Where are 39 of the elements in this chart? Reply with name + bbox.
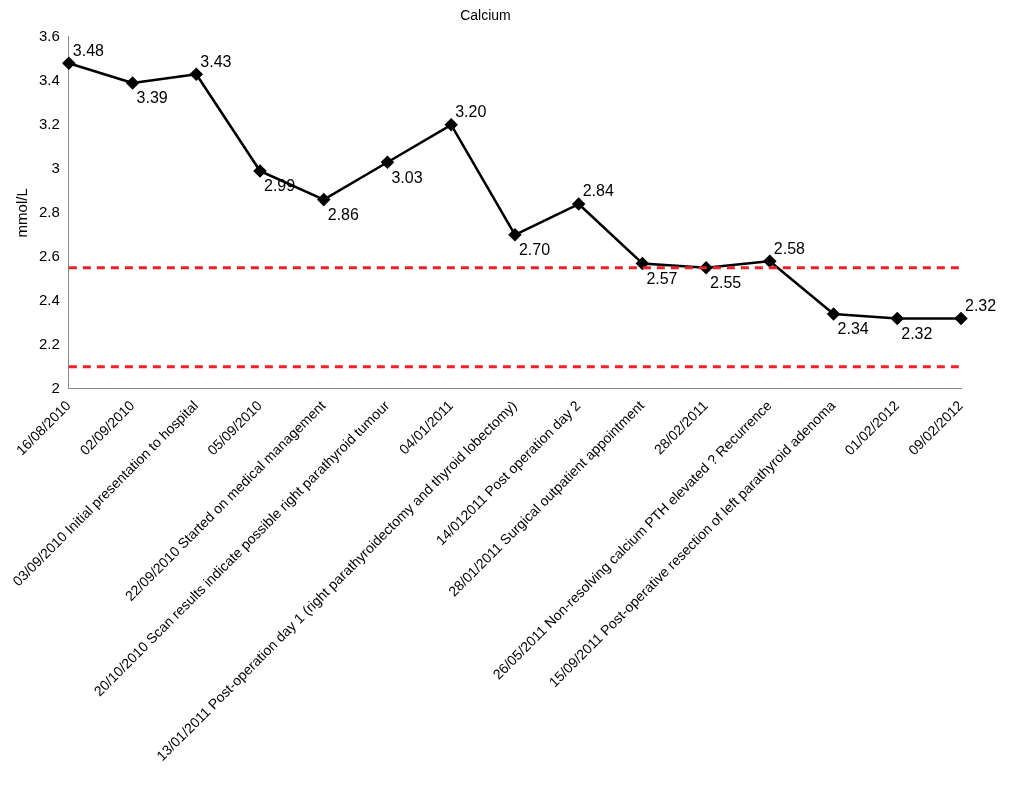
chart-title: Calcium — [460, 7, 511, 24]
data-label: 2.58 — [773, 239, 806, 257]
data-label: 2.34 — [837, 320, 869, 338]
data-label: 2.32 — [965, 296, 997, 314]
y-tick-label: 2.2 — [38, 334, 60, 352]
data-label: 2.55 — [710, 274, 742, 292]
data-label: 2.84 — [582, 182, 614, 200]
point — [126, 76, 139, 90]
y-tick-label: 2 — [51, 378, 60, 396]
point — [62, 56, 76, 70]
point — [572, 197, 585, 211]
point — [253, 164, 267, 178]
point — [381, 155, 394, 169]
data-label: 3.03 — [391, 168, 423, 186]
point — [190, 67, 203, 81]
y-tick-label: 2.8 — [38, 202, 60, 220]
y-tick-label: 3 — [51, 158, 60, 176]
point — [891, 312, 904, 325]
y-tick-label: 2.6 — [38, 246, 60, 264]
point — [636, 257, 649, 270]
data-label: 2.32 — [901, 324, 933, 342]
data-label: 3.39 — [136, 89, 168, 107]
point — [763, 254, 777, 268]
data-label: 3.43 — [200, 52, 232, 70]
data-label: 2.57 — [646, 269, 678, 287]
data-label: 3.20 — [455, 103, 487, 121]
point — [444, 118, 458, 132]
point — [317, 193, 330, 206]
y-axis-title: mmol/L — [13, 188, 31, 238]
point — [954, 312, 968, 325]
data-label: 2.70 — [518, 241, 551, 259]
y-tick-label: 3.4 — [38, 70, 60, 88]
point — [827, 307, 840, 321]
y-tick-label: 2.4 — [38, 290, 60, 308]
data-label: 2.86 — [327, 206, 359, 224]
y-tick-label: 3.6 — [38, 26, 60, 44]
data-label: 3.48 — [72, 41, 105, 59]
y-tick-label: 3.2 — [38, 114, 60, 132]
point — [508, 228, 522, 242]
